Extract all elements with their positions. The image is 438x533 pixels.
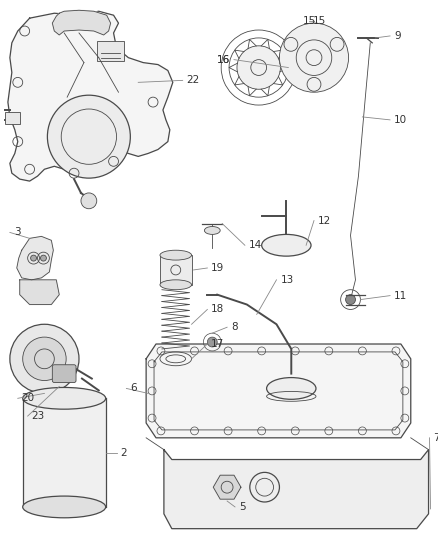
Text: 16: 16 <box>216 55 230 64</box>
Text: 17: 17 <box>211 339 224 349</box>
FancyBboxPatch shape <box>52 365 76 383</box>
Text: 18: 18 <box>211 304 224 314</box>
Polygon shape <box>8 11 173 181</box>
Polygon shape <box>20 280 59 304</box>
Text: 2: 2 <box>120 448 127 458</box>
Polygon shape <box>213 475 240 499</box>
Text: 6: 6 <box>130 383 137 393</box>
Text: 15: 15 <box>312 16 325 26</box>
Circle shape <box>31 255 36 261</box>
Polygon shape <box>52 10 110 35</box>
Circle shape <box>40 255 46 261</box>
Circle shape <box>207 337 217 347</box>
Text: 7: 7 <box>432 433 438 443</box>
Text: 3: 3 <box>14 228 21 237</box>
Text: 20: 20 <box>21 393 35 403</box>
Text: 12: 12 <box>317 215 330 225</box>
Ellipse shape <box>23 387 106 409</box>
Text: 9: 9 <box>393 31 400 41</box>
Text: 19: 19 <box>211 263 224 273</box>
Text: 22: 22 <box>186 75 199 85</box>
Polygon shape <box>146 344 410 438</box>
Circle shape <box>47 95 130 178</box>
FancyBboxPatch shape <box>5 112 20 124</box>
Text: 11: 11 <box>393 290 406 301</box>
Ellipse shape <box>159 280 191 290</box>
Text: 23: 23 <box>32 411 45 421</box>
Text: 14: 14 <box>248 240 261 251</box>
Circle shape <box>279 23 348 92</box>
Polygon shape <box>163 450 427 529</box>
Text: 10: 10 <box>393 115 406 125</box>
Circle shape <box>23 337 66 381</box>
Circle shape <box>10 324 79 393</box>
Text: 15: 15 <box>302 16 315 26</box>
Circle shape <box>237 46 280 89</box>
Ellipse shape <box>159 250 191 260</box>
Ellipse shape <box>23 496 106 518</box>
Text: 16: 16 <box>216 55 230 64</box>
Text: 5: 5 <box>238 502 245 512</box>
Bar <box>23 398 106 507</box>
Ellipse shape <box>261 235 311 256</box>
Polygon shape <box>17 236 53 280</box>
Ellipse shape <box>266 377 315 399</box>
Circle shape <box>345 295 355 304</box>
Text: 13: 13 <box>280 275 293 285</box>
FancyBboxPatch shape <box>96 41 124 61</box>
Ellipse shape <box>204 227 220 235</box>
FancyBboxPatch shape <box>159 255 191 285</box>
Text: 8: 8 <box>230 322 237 332</box>
Circle shape <box>81 193 96 209</box>
